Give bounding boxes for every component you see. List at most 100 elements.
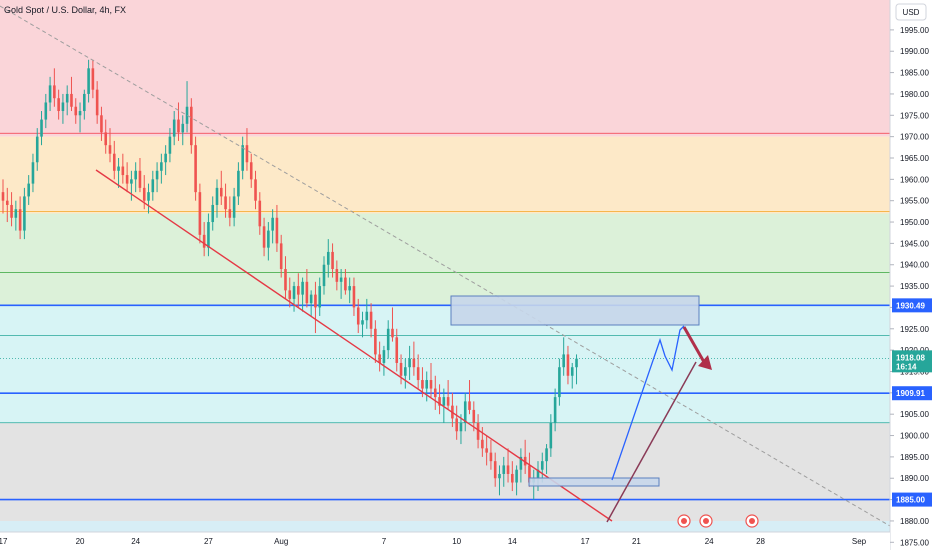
candle-body — [318, 286, 322, 308]
price-tick-label: 1925.00 — [900, 325, 929, 334]
candle — [78, 102, 82, 133]
candle — [305, 269, 309, 308]
current-price-value: 1918.08 — [896, 353, 925, 362]
price-tick-label: 1990.00 — [900, 47, 929, 56]
currency-button[interactable]: USD — [895, 3, 927, 21]
candle — [40, 111, 43, 146]
candle-body — [463, 401, 467, 423]
candle — [228, 196, 232, 227]
candle-body — [352, 286, 356, 308]
time-tick-label: 7 — [382, 537, 387, 546]
level-tag-label: 1909.91 — [896, 389, 925, 398]
candle — [219, 170, 223, 205]
bearish-arrow-shaft — [682, 326, 706, 363]
event-flag-icon[interactable] — [745, 514, 759, 528]
candle — [31, 153, 35, 193]
candle-body — [549, 422, 553, 449]
candle-body — [502, 465, 506, 474]
candle-body — [297, 286, 300, 295]
candle-body — [164, 153, 167, 163]
time-tick-label: 17 — [581, 537, 590, 546]
time-tick-label: 17 — [0, 537, 8, 546]
candle — [498, 465, 501, 496]
candle — [335, 260, 339, 291]
price-tick-label: 1935.00 — [900, 282, 929, 291]
candle — [100, 106, 103, 141]
time-tick-label: 10 — [452, 537, 461, 546]
candle-body — [515, 469, 518, 483]
lines-layer — [0, 132, 890, 501]
candle — [575, 354, 578, 385]
candle — [91, 59, 95, 99]
candle-body — [374, 328, 377, 355]
candle-body — [215, 187, 219, 205]
candle — [318, 277, 322, 316]
level-1909-tag: 1909.91 — [892, 386, 932, 401]
candle — [138, 157, 142, 193]
candle-body — [202, 234, 206, 248]
candle — [190, 98, 193, 154]
price-tick-label: 1875.00 — [900, 538, 929, 547]
time-tick-label: 24 — [705, 537, 714, 546]
candle-body — [288, 290, 292, 299]
candle — [361, 311, 364, 338]
price-tick-label: 1905.00 — [900, 410, 929, 419]
currency-button-label: USD — [903, 8, 920, 17]
candle — [254, 170, 257, 210]
drawings-layer — [0, 5, 891, 527]
time-tick-label: 21 — [632, 537, 641, 546]
level-1885-tag: 1885.00 — [892, 492, 932, 507]
candle — [382, 345, 386, 376]
candle — [27, 175, 30, 205]
price-tick-label: 1895.00 — [900, 453, 929, 462]
event-icon-dot — [681, 518, 687, 524]
candle-body — [155, 170, 159, 180]
candle-body — [305, 281, 309, 304]
candle — [121, 153, 125, 184]
candle-body — [412, 358, 416, 368]
candle — [164, 145, 167, 176]
candle — [506, 448, 510, 483]
candle-body — [404, 367, 407, 376]
candle — [232, 187, 236, 227]
candle — [545, 444, 548, 474]
price-tick-label: 1890.00 — [900, 474, 929, 483]
candle-body — [339, 277, 343, 282]
candle — [125, 162, 129, 193]
candle — [553, 388, 557, 432]
level-tag-bg — [892, 386, 932, 401]
candle-body — [14, 209, 18, 218]
candle-body — [35, 136, 39, 163]
candle-body — [395, 337, 399, 363]
event-flash-icon[interactable] — [677, 514, 691, 528]
candle-body — [254, 179, 257, 201]
candle — [374, 320, 377, 363]
candle-body — [476, 422, 480, 440]
candle — [562, 337, 565, 376]
candle — [160, 153, 163, 184]
candle-body — [74, 106, 78, 116]
lower-channel-line — [95, 169, 613, 522]
candle-body — [181, 123, 185, 133]
candle-body — [78, 111, 82, 116]
candle — [275, 204, 279, 252]
candle — [108, 128, 112, 163]
candle — [549, 414, 553, 457]
candle — [65, 85, 69, 116]
event-flag-icon[interactable] — [699, 514, 713, 528]
candle-body — [442, 397, 446, 406]
zone-orange — [0, 136, 890, 214]
candle-body — [232, 196, 236, 218]
chart-title: Gold Spot / U.S. Dollar, 4h, FX — [4, 5, 126, 15]
candle-body — [472, 409, 476, 423]
time-tick-label: 24 — [131, 537, 140, 546]
candle — [215, 179, 219, 218]
candle — [301, 277, 304, 312]
price-tick-label: 1940.00 — [900, 261, 929, 270]
candle-body — [241, 145, 244, 171]
candle — [95, 81, 99, 124]
candle-body — [468, 401, 471, 410]
current-price-countdown: 16:14 — [896, 362, 917, 371]
